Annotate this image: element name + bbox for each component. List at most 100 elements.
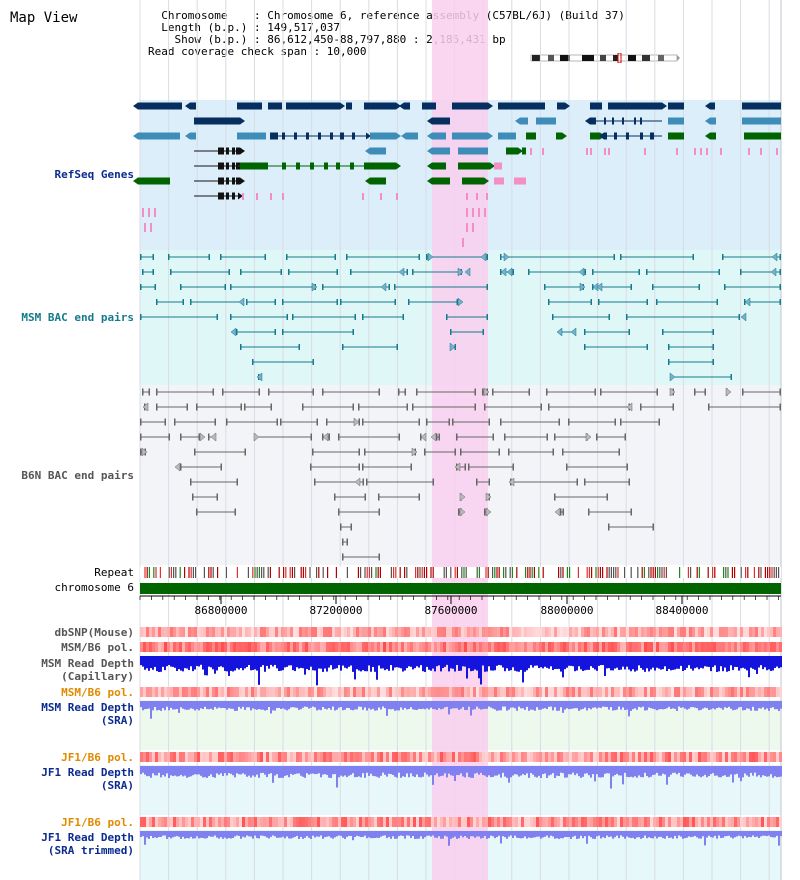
msm-bac-label[interactable]: MSM BAC end pairs: [21, 311, 134, 324]
polymorphism-cell: [644, 627, 647, 637]
polymorphism-cell: [365, 687, 368, 697]
read-depth-bar: [756, 831, 758, 837]
read-depth-bar: [418, 766, 420, 778]
polymorphism-cell: [140, 817, 143, 827]
read-depth-bar: [618, 831, 620, 839]
bac-end: [140, 284, 142, 290]
refseq-genes-label[interactable]: RefSeq Genes: [54, 168, 134, 181]
polymorphism-cell: [194, 627, 197, 637]
read-depth-bar: [240, 831, 242, 839]
read-depth-bar: [638, 701, 640, 707]
read-depth-bar: [528, 831, 530, 838]
read-depth-bar: [636, 701, 638, 710]
repeat-element: [566, 567, 568, 578]
read-depth-bar: [688, 701, 690, 709]
bac-end: [474, 388, 476, 396]
polymorphism-cell: [401, 817, 404, 827]
repeat-element: [335, 567, 337, 578]
repeat-element: [569, 567, 571, 578]
b6n-bac-label[interactable]: B6N BAC end pairs: [21, 469, 134, 482]
read-depth-bar: [626, 831, 628, 837]
read-depth-bar: [580, 766, 582, 778]
polymorphism-cell: [392, 752, 395, 762]
polymorphism-cell: [776, 817, 779, 827]
read-depth-bar: [752, 831, 754, 836]
gene-exon: [232, 177, 235, 185]
pink-feature: [270, 193, 272, 200]
read-depth-bar: [750, 656, 752, 668]
bac-end: [352, 329, 354, 335]
repeat-element: [654, 567, 656, 578]
polymorphism-cell: [653, 752, 656, 762]
polymorphism-cell: [272, 752, 275, 762]
polymorphism-cell: [446, 687, 449, 697]
read-depth-bar: [166, 656, 168, 667]
polymorphism-cell: [425, 687, 428, 697]
read-depth-bar: [326, 656, 328, 672]
read-depth-bar: [542, 766, 544, 775]
read-depth-bar: [668, 766, 670, 777]
read-depth-bar: [212, 656, 214, 670]
read-depth-bar: [490, 766, 492, 778]
polymorphism-cell: [632, 642, 635, 652]
read-depth-bar: [492, 656, 494, 671]
read-depth-bar: [526, 701, 528, 707]
polymorphism-cell: [362, 817, 365, 827]
read-depth-bar: [270, 766, 272, 774]
polymorphism-cell: [695, 817, 698, 827]
gene-exon: [634, 117, 636, 125]
polymorphism-cell: [218, 687, 221, 697]
polymorphism-cell: [272, 627, 275, 637]
read-depth-bar: [194, 766, 196, 775]
read-depth-bar: [186, 656, 188, 669]
polymorphism-cell: [695, 642, 698, 652]
polymorphism-cell: [284, 627, 287, 637]
read-depth-bar: [314, 766, 316, 775]
bac-end: [638, 269, 640, 275]
chromosome-ideogram[interactable]: [530, 53, 680, 63]
read-depth-bar: [626, 656, 628, 667]
polymorphism-cell: [278, 817, 281, 827]
polymorphism-cell: [362, 642, 365, 652]
read-depth-bar: [334, 831, 336, 838]
jf1-depth-label: JF1 Read Depth (SRA): [41, 766, 134, 792]
read-depth-bar: [586, 656, 588, 670]
read-depth-bar: [564, 701, 566, 710]
polymorphism-cell: [380, 752, 383, 762]
polymorphism-cell: [362, 687, 365, 697]
read-depth-bar: [542, 656, 544, 669]
polymorphism-cell: [620, 752, 623, 762]
read-depth-bar: [358, 656, 360, 671]
read-depth-bar: [232, 701, 234, 709]
read-depth-bar: [730, 831, 732, 838]
polymorphism-cell: [536, 687, 539, 697]
polymorphism-cell: [413, 627, 416, 637]
polymorphism-cell: [740, 627, 743, 637]
polymorphism-cell: [146, 642, 149, 652]
read-depth-bar: [696, 656, 698, 668]
read-depth-bar: [194, 831, 196, 839]
read-depth-bar: [684, 656, 686, 671]
read-depth-bar: [642, 831, 644, 838]
polymorphism-cell: [695, 752, 698, 762]
polymorphism-cell: [278, 752, 281, 762]
repeat-element: [261, 567, 263, 578]
bac-end: [546, 388, 548, 396]
read-depth-bar: [298, 766, 300, 774]
polymorphism-cell: [407, 687, 410, 697]
read-depth-bar: [756, 766, 758, 777]
polymorphism-cell: [281, 817, 284, 827]
read-depth-bar: [518, 766, 520, 777]
read-depth-bar: [232, 766, 234, 776]
read-depth-bar: [442, 656, 444, 669]
polymorphism-cell: [578, 687, 581, 697]
read-depth-bar: [602, 701, 604, 707]
polymorphism-cell: [680, 817, 683, 827]
read-depth-bar: [750, 766, 752, 773]
read-depth-bar: [406, 701, 408, 710]
polymorphism-cell: [767, 817, 770, 827]
polymorphism-cell: [341, 642, 344, 652]
gene-arrow: [240, 147, 245, 155]
gene-exon: [364, 162, 396, 170]
